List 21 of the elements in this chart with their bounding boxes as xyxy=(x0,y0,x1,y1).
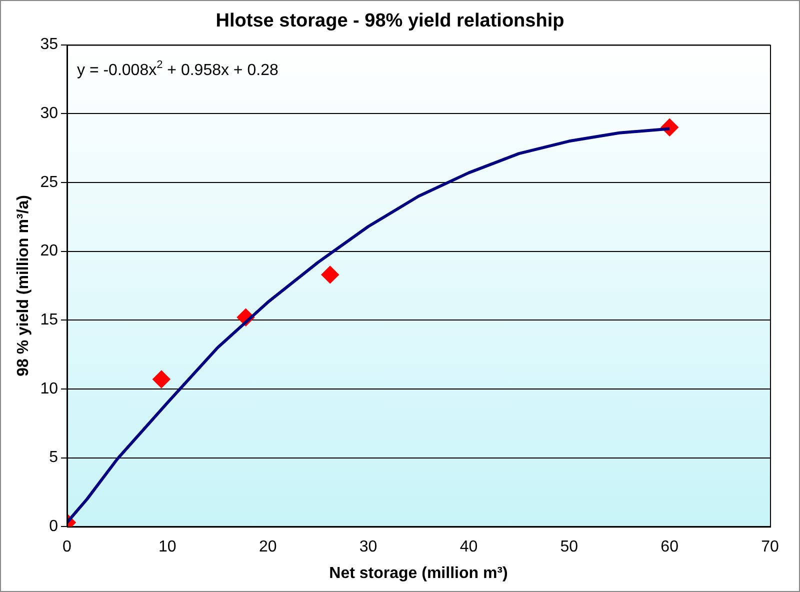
x-axis-title: Net storage (million m³) xyxy=(329,564,508,582)
y-tick-label: 20 xyxy=(40,242,58,260)
x-tick-label: 0 xyxy=(62,538,72,556)
x-tick-label: 10 xyxy=(158,538,176,556)
y-tick-label: 5 xyxy=(49,449,58,466)
x-tick-label: 50 xyxy=(560,538,578,556)
y-tick-label: 30 xyxy=(40,105,58,122)
x-tick-label: 20 xyxy=(258,538,277,556)
point xyxy=(322,266,339,284)
x-tick-label: 40 xyxy=(460,538,478,556)
chart-title: Hlotse storage - 98% yield relationship xyxy=(216,10,564,32)
y-tick-label: 10 xyxy=(40,380,58,398)
y-tick-label: 15 xyxy=(40,312,58,329)
x-tick-label: 30 xyxy=(359,538,378,556)
y-tick-label: 0 xyxy=(49,518,58,536)
y-tick-label: 25 xyxy=(40,174,58,191)
y-tick-label: 35 xyxy=(40,36,58,54)
x-tick-label: 60 xyxy=(660,538,679,556)
y-axis-title: 98 % yield (million m³/a) xyxy=(15,195,32,376)
x-tick-label: 70 xyxy=(761,538,779,556)
point xyxy=(152,370,170,388)
